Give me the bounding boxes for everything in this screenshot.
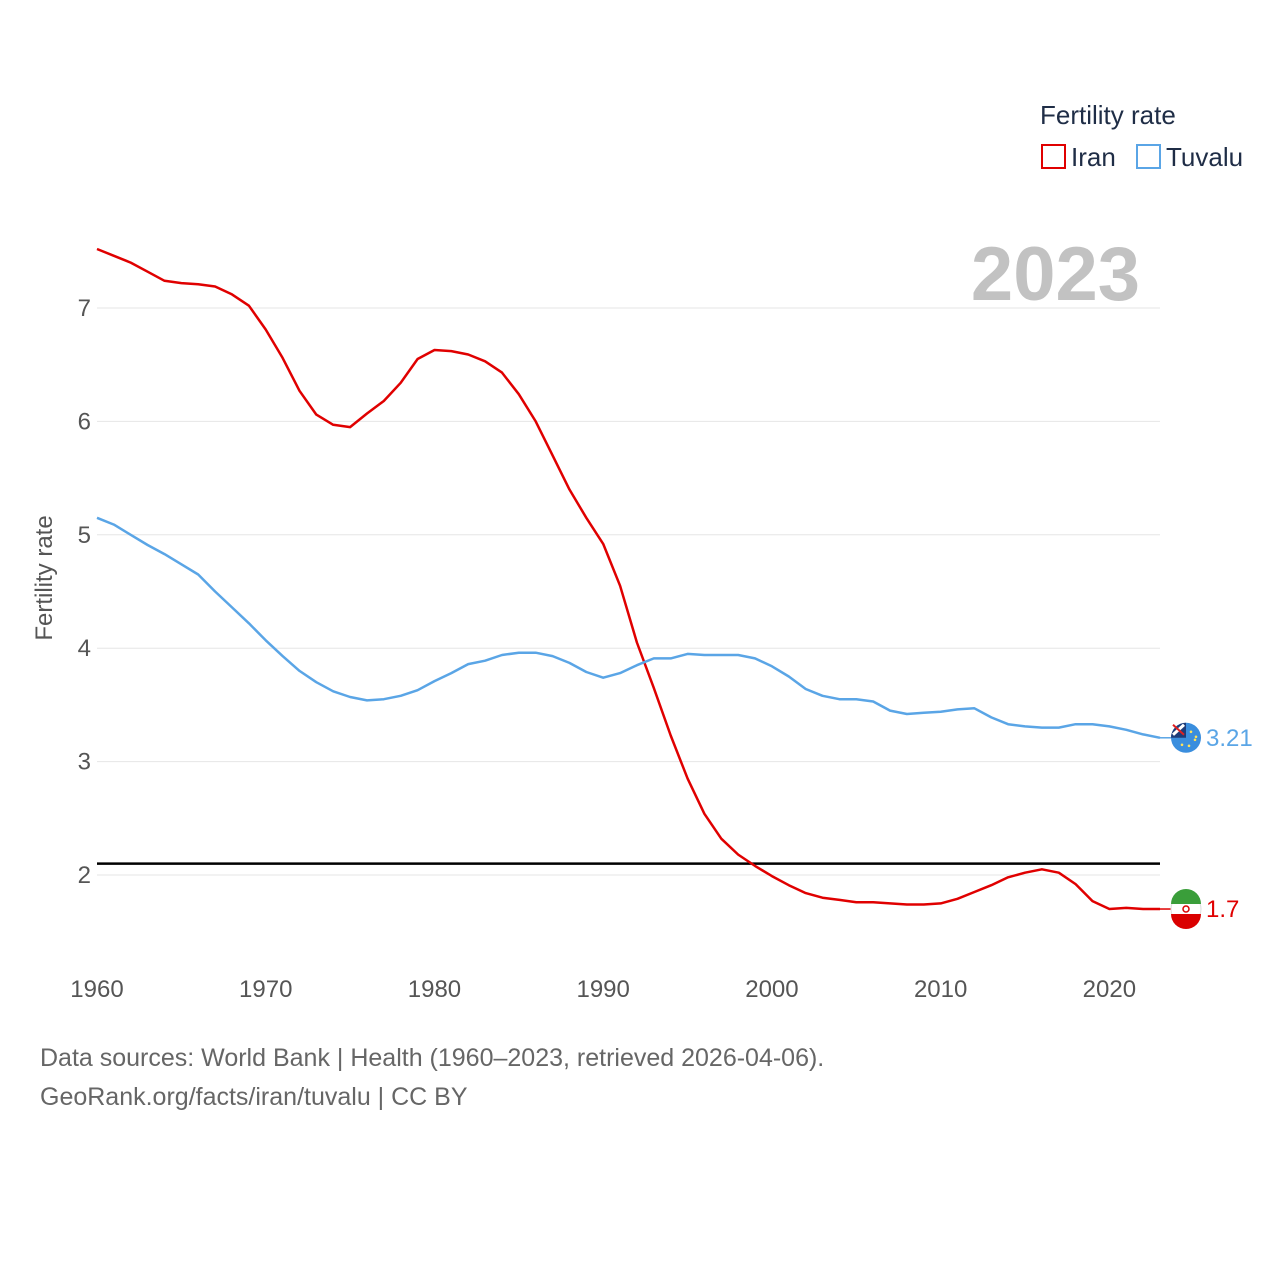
y-tick-label: 4 [78,635,91,662]
x-tick-label: 2020 [1083,976,1136,1003]
x-tick-label: 1980 [408,976,461,1003]
flag-red-band [1171,914,1201,930]
flag-star [1194,735,1198,739]
legend-swatch-iran [1041,144,1066,169]
legend-label-tuvalu: Tuvalu [1166,142,1243,172]
series-line-tuvalu [96,516,1161,740]
flag-star [1180,743,1184,747]
x-tick-label: 1990 [576,976,629,1003]
end-marker-iran [1170,889,1202,930]
y-tick-label: 3 [78,749,91,776]
flag-star [1187,744,1191,748]
legend-label-iran: Iran [1071,142,1116,172]
y-axis-title: Fertility rate [31,515,58,640]
end-value-label: 1.7 [1206,896,1239,923]
x-axis: 1960 1970 1980 1990 2000 2010 2020 [70,976,1136,1003]
flag-saltire [1172,724,1185,736]
end-value-label: 3.21 [1206,725,1253,752]
flag-star [1193,738,1197,742]
flag-star [1189,730,1193,734]
end-markers: 1.7 3.21 [1160,722,1253,930]
y-tick-label: 2 [78,862,91,889]
flag-emblem [1182,905,1190,913]
series-lines [96,247,1161,911]
y-axis: 2 3 4 5 6 7 [78,295,91,889]
x-tick-label: 2000 [745,976,798,1003]
x-tick-label: 1970 [239,976,292,1003]
y-tick-label: 5 [78,522,91,549]
x-tick-label: 1960 [70,976,123,1003]
source-line-1: Data sources: World Bank | Health (1960–… [40,1044,825,1072]
flag-green-band [1171,889,1201,905]
gridlines [97,307,1160,876]
end-marker-tuvalu [1171,722,1201,753]
y-tick-label: 6 [78,408,91,435]
y-tick-label: 7 [78,295,91,322]
legend-swatch-tuvalu [1136,144,1161,169]
source-line-2: GeoRank.org/facts/iran/tuvalu | CC BY [40,1083,468,1111]
x-tick-label: 2010 [914,976,967,1003]
current-year-label: 2023 [971,232,1140,317]
legend: Fertility rate Iran Tuvalu [1040,100,1243,172]
legend-title: Fertility rate [1040,100,1176,130]
series-line-iran [96,247,1160,911]
